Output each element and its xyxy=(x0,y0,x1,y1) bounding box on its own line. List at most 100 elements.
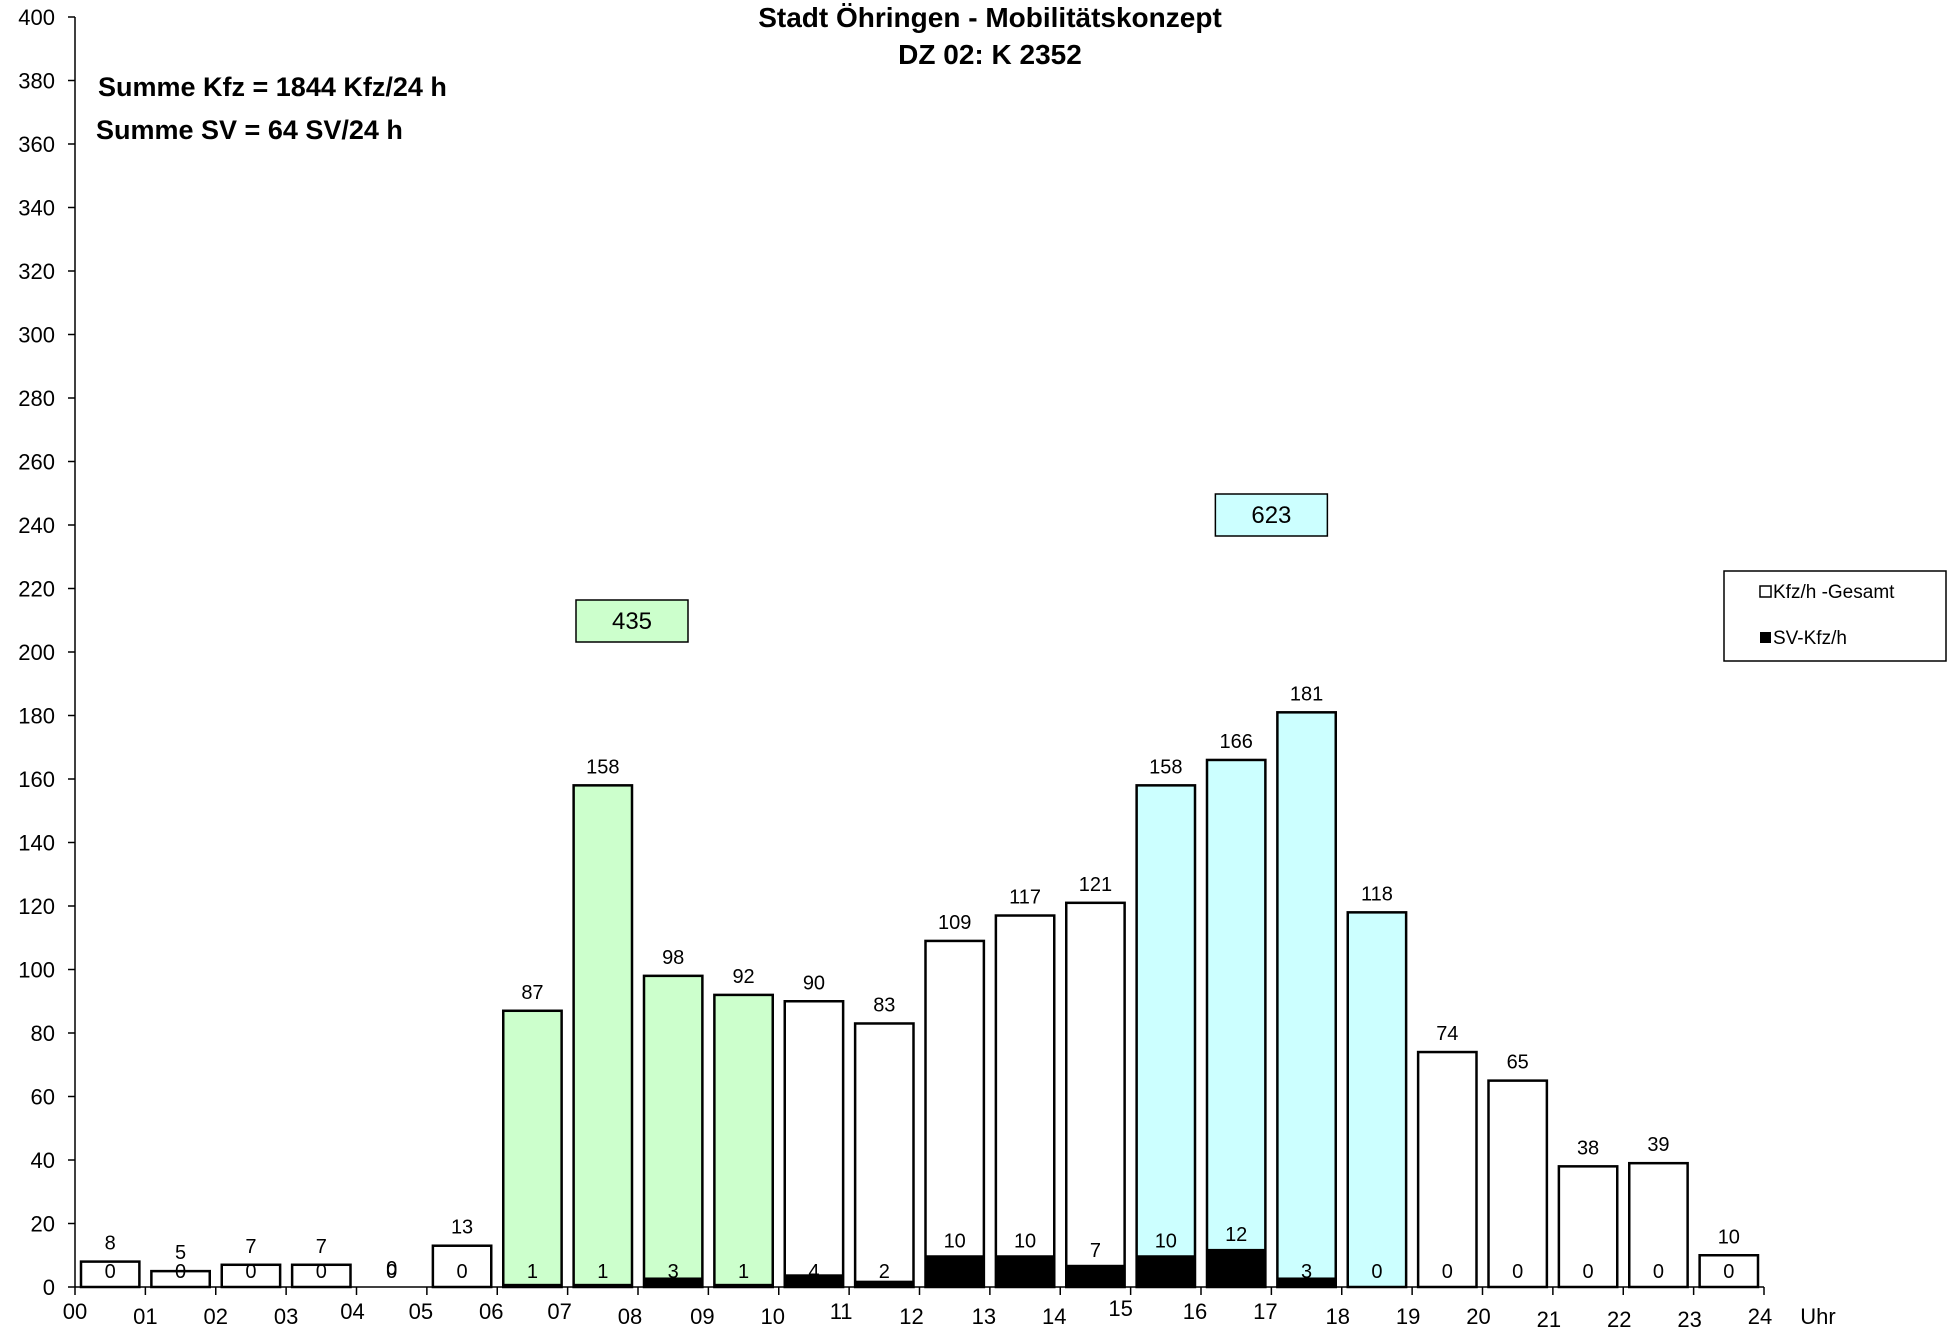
label-sv-10: 4 xyxy=(808,1261,819,1283)
label-total-15: 158 xyxy=(1149,756,1182,778)
label-sv-22: 0 xyxy=(1653,1261,1664,1283)
bar-sv-11 xyxy=(855,1280,914,1287)
label-total-22: 39 xyxy=(1647,1134,1669,1156)
label-sv-20: 0 xyxy=(1512,1261,1523,1283)
bar-total-10 xyxy=(783,1000,845,1289)
bar-total-19 xyxy=(1416,1050,1478,1289)
label-sv-7: 1 xyxy=(597,1261,608,1283)
bar-total-16 xyxy=(1205,758,1267,1289)
label-sv-3: 0 xyxy=(316,1261,327,1283)
y-tick-label-380: 380 xyxy=(18,69,55,94)
y-tick-label-240: 240 xyxy=(18,513,55,538)
y-tick-label-280: 280 xyxy=(18,386,55,411)
bar-sv-8 xyxy=(644,1277,703,1287)
label-sv-6: 1 xyxy=(527,1261,538,1283)
bar-sv-7 xyxy=(573,1283,632,1287)
label-sv-12: 10 xyxy=(944,1230,966,1252)
y-tick-label-340: 340 xyxy=(18,196,55,221)
peak-box-0 xyxy=(575,599,689,643)
bar-total-7 xyxy=(572,784,634,1289)
bar-sv-17 xyxy=(1277,1277,1336,1287)
peak-label-0: 435 xyxy=(612,608,652,635)
legend-swatch-sv xyxy=(1760,632,1771,643)
x-tick-label-10: 10 xyxy=(761,1304,785,1329)
x-tick-label-24: 24 xyxy=(1748,1304,1772,1329)
label-total-16: 166 xyxy=(1220,731,1253,753)
label-total-8: 98 xyxy=(662,947,684,969)
bar-sv-10 xyxy=(784,1274,844,1287)
y-tick-label-120: 120 xyxy=(18,894,55,919)
x-tick-label-22: 22 xyxy=(1607,1307,1631,1332)
x-tick-label-16: 16 xyxy=(1183,1299,1207,1324)
y-tick-label-220: 220 xyxy=(18,577,55,602)
bar-total-11 xyxy=(853,1022,915,1289)
label-sv-2: 0 xyxy=(245,1261,256,1283)
label-total-19: 74 xyxy=(1436,1023,1458,1045)
label-total-6: 87 xyxy=(521,982,543,1004)
x-tick-label-17: 17 xyxy=(1253,1299,1277,1324)
label-total-2: 7 xyxy=(245,1236,256,1258)
x-tick-label-11: 11 xyxy=(830,1299,853,1324)
label-total-12: 109 xyxy=(938,912,971,934)
label-total-20: 65 xyxy=(1507,1052,1529,1074)
label-sv-15: 10 xyxy=(1155,1230,1177,1252)
bars-layer xyxy=(79,711,1760,1289)
label-sv-5: 0 xyxy=(457,1261,468,1283)
peak-label-1: 623 xyxy=(1251,502,1291,529)
label-total-17: 181 xyxy=(1290,683,1323,705)
annotation-sum-kfz: Summe Kfz = 1844 Kfz/24 h xyxy=(98,72,447,102)
y-tick-label-180: 180 xyxy=(18,704,55,729)
x-tick-label-12: 12 xyxy=(899,1304,923,1329)
label-total-3: 7 xyxy=(316,1236,327,1258)
peak-box-1 xyxy=(1214,493,1329,537)
y-tick-label-400: 400 xyxy=(18,5,55,30)
y-tick-label-360: 360 xyxy=(18,132,55,157)
label-sv-11: 2 xyxy=(879,1261,890,1283)
y-tick-label-320: 320 xyxy=(18,259,55,284)
label-sv-0: 0 xyxy=(105,1261,116,1283)
label-total-13: 117 xyxy=(1009,887,1041,909)
y-tick-label-60: 60 xyxy=(31,1085,55,1110)
x-unit-label: Uhr xyxy=(1800,1304,1835,1329)
bar-sv-16 xyxy=(1207,1248,1266,1287)
bar-total-9 xyxy=(713,993,774,1289)
label-sv-13: 10 xyxy=(1014,1230,1036,1252)
x-tick-label-1: 01 xyxy=(133,1304,157,1329)
label-total-4: 0 xyxy=(386,1258,397,1280)
label-total-7: 158 xyxy=(586,756,619,778)
chart-title: Stadt Öhringen - Mobilitätskonzept xyxy=(758,2,1222,33)
label-total-14: 121 xyxy=(1079,874,1112,896)
legend-label-sv: SV-Kfz/h xyxy=(1773,628,1847,649)
label-total-23: 10 xyxy=(1718,1226,1740,1248)
label-sv-14: 7 xyxy=(1090,1240,1101,1262)
label-sv-19: 0 xyxy=(1442,1261,1453,1283)
bar-sv-6 xyxy=(503,1283,562,1287)
y-tick-label-260: 260 xyxy=(18,450,55,475)
bar-sv-13 xyxy=(995,1255,1055,1287)
y-tick-label-140: 140 xyxy=(18,831,55,856)
label-sv-4: 0 xyxy=(386,1261,397,1283)
bar-total-14 xyxy=(1065,901,1126,1289)
x-tick-label-15: 15 xyxy=(1108,1296,1132,1321)
bar-total-20 xyxy=(1487,1079,1549,1289)
x-tick-label-19: 19 xyxy=(1396,1304,1420,1329)
label-sv-16: 12 xyxy=(1225,1224,1247,1246)
y-tick-label-40: 40 xyxy=(31,1148,55,1173)
bar-sv-14 xyxy=(1066,1264,1125,1287)
y-tick-label-20: 20 xyxy=(31,1212,55,1237)
legend: Kfz/h -Gesamt SV-Kfz/h xyxy=(1723,570,1947,662)
bar-total-18 xyxy=(1346,911,1408,1289)
x-tick-label-18: 18 xyxy=(1326,1304,1350,1329)
label-sv-18: 0 xyxy=(1371,1261,1382,1283)
x-tick-label-0: 00 xyxy=(63,1299,87,1324)
bar-total-12 xyxy=(924,939,986,1289)
bar-sv-12 xyxy=(925,1255,984,1287)
label-total-1: 5 xyxy=(175,1242,186,1264)
label-sv-1: 0 xyxy=(175,1261,186,1283)
legend-swatch-total xyxy=(1759,585,1772,598)
bar-total-17 xyxy=(1276,711,1337,1289)
x-tick-label-9: 09 xyxy=(690,1304,714,1329)
label-total-9: 92 xyxy=(732,966,754,988)
label-total-18: 118 xyxy=(1361,883,1393,905)
